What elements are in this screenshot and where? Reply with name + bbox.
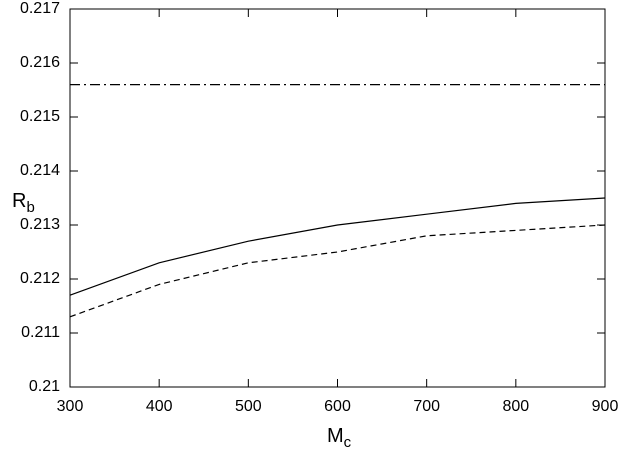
y-tick-label: 0.213 (20, 216, 60, 233)
y-axis-label: Rb (12, 190, 35, 216)
y-tick-label: 0.216 (20, 54, 60, 71)
x-tick-label: 500 (235, 398, 262, 415)
y-tick-label: 0.215 (20, 108, 60, 125)
y-tick-label: 0.21 (29, 378, 60, 395)
x-tick-label: 400 (146, 398, 173, 415)
y-axis-label-sub: b (26, 199, 34, 216)
series-line (69, 224, 606, 318)
x-tick-label: 600 (324, 398, 351, 415)
y-tick-label: 0.211 (21, 324, 60, 341)
x-tick-label: 700 (413, 398, 440, 415)
y-tick-label: 0.214 (20, 162, 60, 179)
x-tick-label: 900 (592, 398, 619, 415)
x-tick-label: 800 (502, 398, 529, 415)
y-tick-label: 0.217 (20, 0, 60, 17)
x-axis-label-main: M (327, 425, 344, 447)
y-tick-label: 0.212 (20, 270, 60, 287)
y-axis-label-main: R (12, 190, 26, 212)
x-tick-label: 300 (57, 398, 84, 415)
plot-frame (69, 8, 606, 388)
x-axis-label-sub: c (344, 434, 352, 451)
series-line (69, 197, 606, 296)
x-axis-label: Mc (327, 425, 352, 451)
